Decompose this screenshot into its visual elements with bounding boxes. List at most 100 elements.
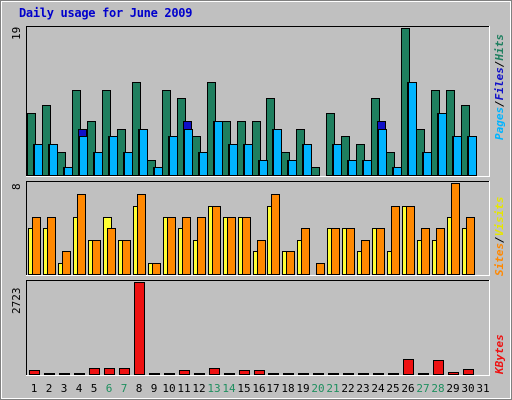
bar-sites-day-7 bbox=[122, 240, 131, 275]
bar-sites-day-27 bbox=[421, 228, 430, 275]
bar-kbytes-day-18 bbox=[283, 373, 294, 375]
bar-sites-day-3 bbox=[62, 251, 71, 275]
bar-pages-day-25 bbox=[393, 167, 402, 176]
bar-sites-day-6 bbox=[107, 228, 116, 275]
bar-hits-day-20 bbox=[311, 167, 320, 176]
bar-kbytes-day-5 bbox=[89, 368, 100, 375]
legend-sep-3: / bbox=[493, 236, 506, 243]
bar-pages-day-5 bbox=[94, 152, 103, 176]
day-label-22: 22 bbox=[341, 382, 355, 395]
bar-sites-day-12 bbox=[197, 217, 206, 275]
bar-kbytes-day-13 bbox=[209, 368, 220, 375]
day-label-29: 29 bbox=[446, 382, 460, 395]
bar-kbytes-day-9 bbox=[149, 373, 160, 375]
bar-kbytes-day-7 bbox=[119, 368, 130, 375]
bar-sites-day-25 bbox=[391, 206, 400, 275]
bar-pages-day-12 bbox=[199, 152, 208, 176]
day-label-11: 11 bbox=[177, 382, 191, 395]
bar-kbytes-day-22 bbox=[343, 373, 354, 375]
bar-kbytes-day-17 bbox=[268, 373, 279, 375]
bar-sites-day-11 bbox=[182, 217, 191, 275]
legend-sep-2: / bbox=[493, 60, 506, 68]
bar-pages-day-22 bbox=[348, 160, 357, 176]
chart-title: Daily usage for June 2009 bbox=[19, 6, 193, 20]
bar-kbytes-day-15 bbox=[239, 370, 250, 375]
bar-kbytes-day-20 bbox=[313, 373, 324, 375]
bar-pages-day-6 bbox=[109, 136, 118, 176]
bar-kbytes-day-14 bbox=[224, 373, 235, 375]
day-label-1: 1 bbox=[30, 382, 38, 395]
bar-pages-day-9 bbox=[154, 167, 163, 176]
day-label-30: 30 bbox=[461, 382, 475, 395]
bar-pages-day-10 bbox=[169, 136, 178, 176]
bar-sites-day-26 bbox=[406, 206, 415, 275]
bar-pages-day-14 bbox=[229, 144, 238, 176]
day-label-18: 18 bbox=[281, 382, 295, 395]
day-label-19: 19 bbox=[296, 382, 310, 395]
panel2-ymax-label: 8 bbox=[10, 183, 23, 190]
day-label-7: 7 bbox=[120, 382, 128, 395]
bar-pages-day-15 bbox=[244, 144, 253, 176]
bar-pages-day-26 bbox=[408, 82, 417, 176]
bar-kbytes-day-16 bbox=[254, 370, 265, 375]
chart-bars bbox=[27, 28, 477, 375]
legend-files: Files bbox=[493, 67, 506, 101]
bar-sites-day-19 bbox=[301, 228, 310, 275]
bar-sites-day-15 bbox=[242, 217, 251, 275]
day-label-10: 10 bbox=[162, 382, 176, 395]
bar-sites-day-22 bbox=[346, 228, 355, 275]
day-label-21: 21 bbox=[326, 382, 340, 395]
bar-pages-day-24 bbox=[378, 129, 387, 176]
bar-sites-day-29 bbox=[451, 183, 460, 275]
day-label-2: 2 bbox=[45, 382, 53, 395]
day-label-26: 26 bbox=[401, 382, 415, 395]
bar-hits-day-6 bbox=[102, 90, 111, 176]
bar-sites-day-1 bbox=[32, 217, 41, 275]
bar-kbytes-day-10 bbox=[164, 373, 175, 375]
bar-kbytes-day-3 bbox=[59, 373, 70, 375]
bar-pages-day-30 bbox=[468, 136, 477, 176]
legend-sep-1: / bbox=[493, 100, 506, 107]
bar-pages-day-3 bbox=[64, 167, 73, 176]
bar-pages-day-19 bbox=[303, 144, 312, 176]
legend-kbytes: KBytes bbox=[493, 334, 506, 374]
bar-sites-day-21 bbox=[331, 228, 340, 275]
day-label-15: 15 bbox=[237, 382, 251, 395]
bar-kbytes-day-30 bbox=[463, 369, 474, 375]
bar-pages-day-23 bbox=[363, 160, 372, 176]
bar-sites-day-30 bbox=[466, 217, 475, 275]
bar-sites-day-13 bbox=[212, 206, 221, 275]
bar-pages-day-1 bbox=[34, 144, 43, 176]
bar-kbytes-day-1 bbox=[29, 370, 40, 375]
legend-visits: Visits bbox=[493, 196, 506, 237]
day-label-20: 20 bbox=[311, 382, 325, 395]
bar-pages-day-29 bbox=[453, 136, 462, 176]
day-label-12: 12 bbox=[192, 382, 206, 395]
bar-kbytes-day-24 bbox=[373, 373, 384, 375]
bar-kbytes-day-19 bbox=[298, 373, 309, 375]
day-label-24: 24 bbox=[371, 382, 385, 395]
bar-kbytes-day-29 bbox=[448, 372, 459, 375]
bar-pages-day-2 bbox=[49, 144, 58, 176]
bar-pages-day-17 bbox=[273, 129, 282, 176]
legend-pages: Pages bbox=[493, 106, 506, 140]
panel3-ymax-label: 2723 bbox=[10, 287, 23, 315]
bar-kbytes-day-8 bbox=[134, 282, 145, 375]
bar-sites-day-24 bbox=[376, 228, 385, 275]
day-label-31: 31 bbox=[476, 382, 490, 395]
bar-kbytes-day-12 bbox=[194, 373, 205, 375]
bar-sites-day-8 bbox=[137, 194, 146, 275]
bar-hits-day-2 bbox=[42, 105, 51, 176]
bar-pages-day-13 bbox=[214, 121, 223, 176]
day-label-4: 4 bbox=[75, 382, 83, 395]
bar-kbytes-day-23 bbox=[358, 373, 369, 375]
bar-kbytes-day-28 bbox=[433, 360, 444, 375]
bar-kbytes-day-21 bbox=[328, 373, 339, 375]
day-label-17: 17 bbox=[266, 382, 280, 395]
bar-pages-day-4 bbox=[79, 136, 88, 176]
bar-kbytes-day-27 bbox=[418, 373, 429, 375]
day-label-28: 28 bbox=[431, 382, 445, 395]
